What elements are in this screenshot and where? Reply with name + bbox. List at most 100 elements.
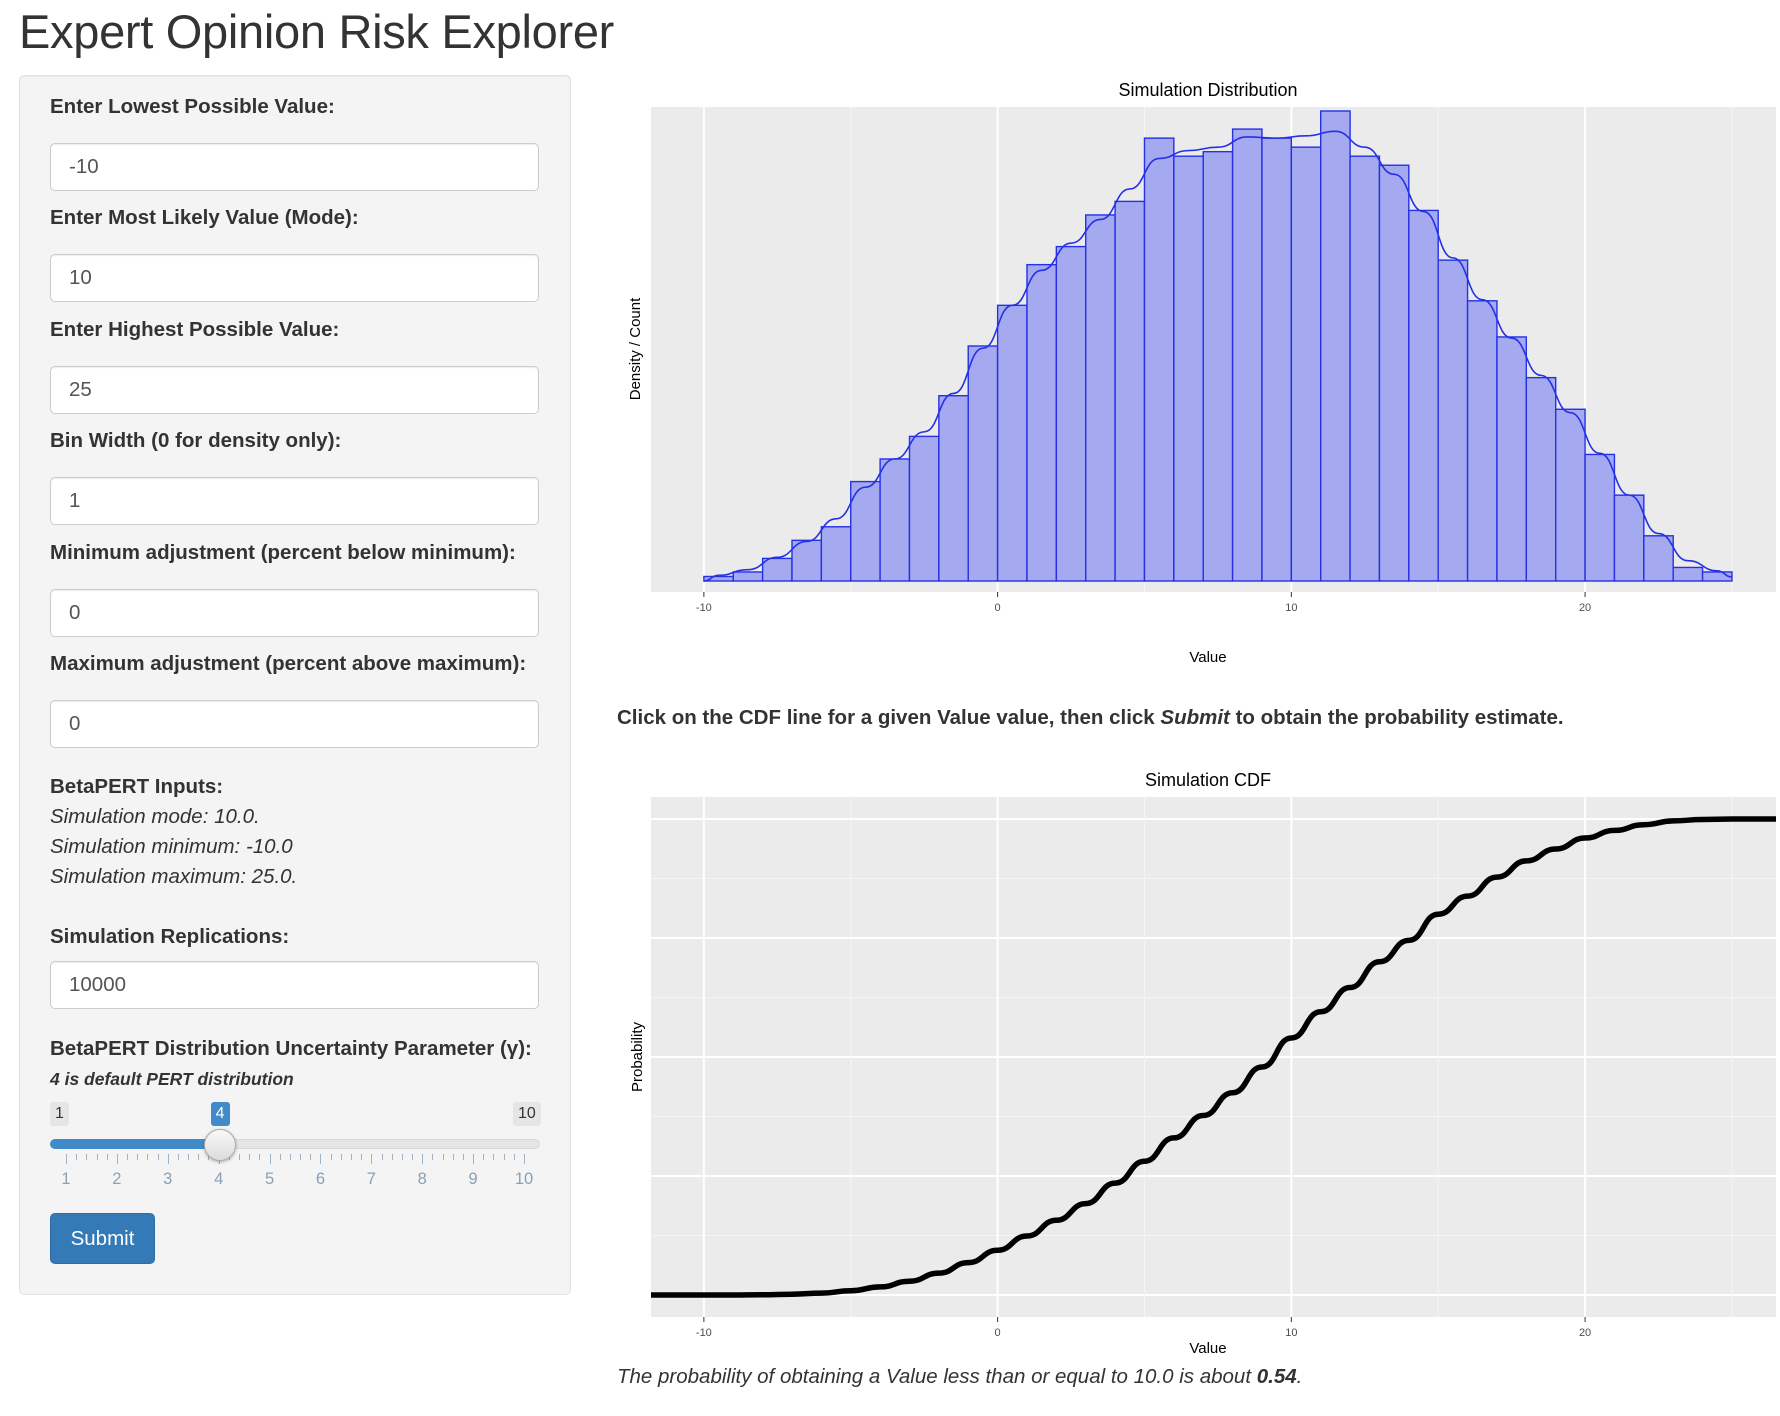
probability-result: The probability of obtaining a Value les…	[617, 1365, 1302, 1389]
slider-tick-mark	[310, 1154, 312, 1160]
min-adjustment-label: Minimum adjustment (percent below minimu…	[50, 541, 516, 564]
slider-tick-label: 9	[468, 1170, 478, 1188]
cdf-gridlines	[651, 797, 1776, 1317]
slider-tick-label: 2	[112, 1170, 122, 1188]
hist-bar	[1643, 535, 1674, 582]
slider-tick-label: 6	[315, 1170, 326, 1188]
slider-fill	[50, 1139, 219, 1149]
mode-value-label: Enter Most Likely Value (Mode):	[50, 206, 359, 229]
slider-tick-mark	[371, 1154, 373, 1164]
hist-bar	[879, 458, 911, 582]
hist-x-tick-label: 10	[1285, 602, 1297, 614]
result-suffix: .	[1296, 1365, 1303, 1388]
slider-tick-mark	[289, 1154, 291, 1160]
cdf-x-ticks: -10 0 10 20	[696, 1317, 1591, 1339]
slider-tick-mark	[503, 1154, 505, 1160]
slider-tick-mark	[391, 1154, 393, 1160]
replications-label: Simulation Replications:	[50, 925, 290, 948]
hist-bar	[732, 571, 764, 582]
hist-y-label: Density / Count	[627, 297, 644, 400]
slider-tick-label: 4	[214, 1170, 224, 1188]
slider-tick-mark	[493, 1154, 495, 1160]
slider-tick-mark	[432, 1154, 434, 1160]
hist-bar	[996, 304, 1028, 582]
slider-tick-mark	[442, 1154, 444, 1160]
slider-tick-mark	[106, 1154, 108, 1160]
hist-bar	[1525, 376, 1557, 582]
hist-title: Simulation Distribution	[1118, 80, 1297, 100]
slider-tick-mark	[157, 1154, 159, 1160]
lowest-value-input[interactable]	[50, 143, 539, 191]
highest-value-input[interactable]	[50, 366, 539, 414]
slider-min-label: 1	[50, 1102, 69, 1126]
cdf-x-tick-label: 10	[1285, 1327, 1297, 1339]
hist-bar	[1320, 110, 1351, 582]
max-adjustment-label: Maximum adjustment (percent above maximu…	[50, 652, 527, 675]
slider-tick-label: 8	[417, 1170, 427, 1188]
slider-max-label: 10	[513, 1102, 541, 1126]
cdf-x-label: Value	[1189, 1340, 1226, 1357]
slider-tick-mark	[96, 1154, 98, 1160]
instruction-prefix: Click on the CDF line for a given Value …	[617, 706, 1161, 729]
slider-tick-mark	[188, 1154, 190, 1160]
slider-tick-mark	[330, 1154, 332, 1160]
slider-tick-mark	[350, 1154, 352, 1160]
hist-bar	[1055, 245, 1087, 582]
simulation-cdf-chart[interactable]: Simulation CDF -10 0 10 20 Value Probabilit…	[616, 762, 1776, 1362]
hist-x-tick-label: 0	[995, 602, 1001, 614]
hist-bar	[1437, 259, 1469, 582]
slider-tick-mark	[412, 1154, 414, 1160]
hist-bar	[850, 480, 881, 582]
hist-bar	[1378, 164, 1410, 582]
cdf-instruction: Click on the CDF line for a given Value …	[617, 706, 1564, 730]
bin-width-input[interactable]	[50, 477, 539, 525]
result-value: 0.54	[1256, 1365, 1297, 1388]
hist-bar	[1466, 300, 1498, 582]
cdf-x-tick-label: -10	[696, 1327, 712, 1339]
simulation-distribution-chart: Simulation Distribution -10 0 10 20 Value D…	[627, 80, 1776, 666]
slider-tick-label: 7	[366, 1170, 376, 1188]
submit-button[interactable]: Submit	[50, 1213, 155, 1264]
hist-bar	[1349, 155, 1381, 582]
hist-x-ticks: -10 0 10 20	[696, 592, 1591, 614]
hist-x-tick-label: 20	[1579, 602, 1591, 614]
hist-bar	[1496, 336, 1528, 582]
simulation-minimum-text: Simulation minimum: -10.0	[50, 835, 293, 858]
hist-bar	[967, 345, 999, 582]
slider-tick-label: 5	[264, 1170, 275, 1188]
replications-input[interactable]	[50, 961, 539, 1009]
sidebar-panel: Enter Lowest Possible Value: Enter Most …	[19, 75, 571, 1295]
min-adjustment-input[interactable]	[50, 589, 539, 637]
slider-tick-mark	[361, 1154, 363, 1160]
slider-handle[interactable]	[203, 1129, 236, 1161]
slider-tick-mark	[401, 1154, 403, 1160]
hist-bar	[1584, 453, 1616, 582]
slider-tick-mark	[483, 1154, 485, 1160]
page-title: Expert Opinion Risk Explorer	[19, 5, 615, 58]
slider-tick-mark	[249, 1154, 251, 1160]
hist-bar	[1290, 146, 1322, 582]
hist-bar	[1114, 200, 1146, 582]
density-curve	[703, 130, 1733, 582]
slider-tick-label: 1	[61, 1170, 71, 1188]
hist-bar	[820, 526, 852, 582]
slider-tick-mark	[116, 1154, 118, 1164]
hist-bar	[761, 557, 793, 582]
bin-width-label: Bin Width (0 for density only):	[50, 429, 342, 452]
mode-value-input[interactable]	[50, 254, 539, 302]
hist-bar	[1202, 150, 1234, 582]
simulation-maximum-text: Simulation maximum: 25.0.	[50, 865, 298, 888]
slider-tick-mark	[300, 1154, 302, 1160]
slider-tick-mark	[381, 1154, 383, 1160]
hist-bar	[938, 395, 969, 582]
slider-tick-label: 10	[514, 1170, 534, 1188]
hist-bar	[1408, 209, 1439, 582]
max-adjustment-input[interactable]	[50, 700, 539, 748]
slider-tick-mark	[462, 1154, 464, 1160]
hist-bar	[1613, 494, 1645, 582]
slider-tick-mark	[239, 1154, 241, 1160]
cdf-x-tick-label: 20	[1579, 1327, 1591, 1339]
hist-bar	[1173, 155, 1204, 582]
cdf-line[interactable]	[651, 816, 1776, 1298]
betapert-heading: BetaPERT Inputs:	[50, 775, 224, 798]
